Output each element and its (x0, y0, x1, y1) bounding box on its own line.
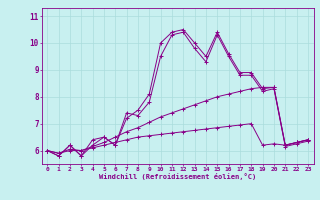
X-axis label: Windchill (Refroidissement éolien,°C): Windchill (Refroidissement éolien,°C) (99, 173, 256, 180)
